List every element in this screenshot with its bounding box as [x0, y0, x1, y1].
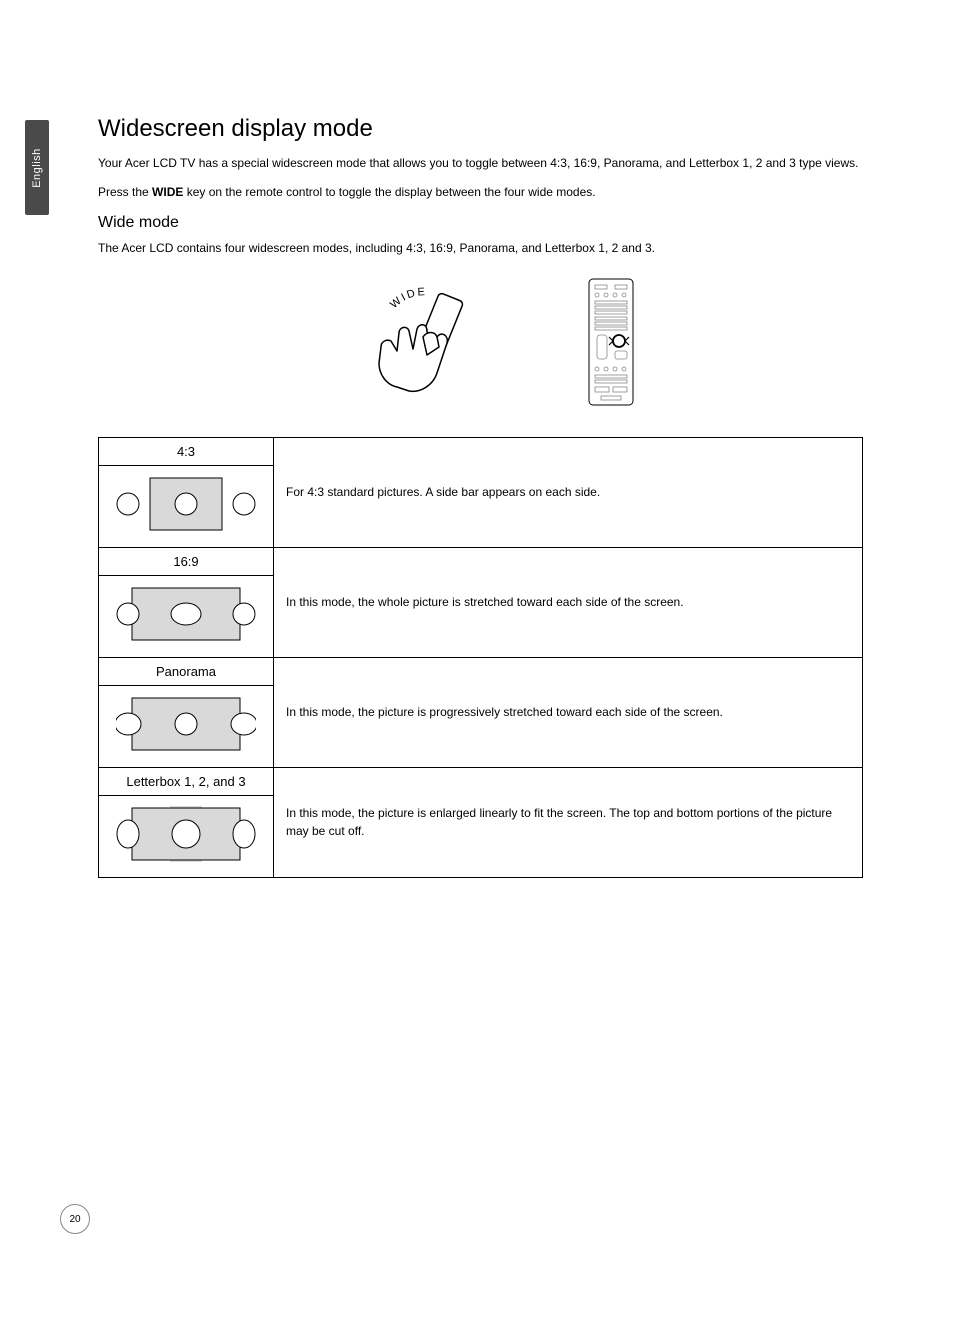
illustration-row: WIDE [98, 277, 863, 407]
hand-remote-icon: WIDE [327, 277, 507, 407]
language-tab: English [25, 120, 49, 215]
page-title: Widescreen display mode [98, 115, 863, 143]
ratio-4-3-icon [116, 472, 256, 536]
main-content: Widescreen display mode Your Acer LCD TV… [98, 115, 863, 878]
wide-key-label: WIDE [152, 185, 183, 199]
intro-paragraph-2: Press the WIDE key on the remote control… [98, 184, 863, 201]
mode-name-panorama: Panorama [99, 658, 274, 686]
language-label: English [31, 148, 43, 188]
intro-paragraph-1: Your Acer LCD TV has a special widescree… [98, 155, 863, 172]
ratio-panorama-icon [116, 692, 256, 756]
section-subheading: Wide mode [98, 214, 863, 232]
remote-control-icon [587, 277, 635, 407]
mode-icon-cell-panorama [99, 686, 274, 768]
mode-icon-cell-4-3 [99, 466, 274, 548]
ratio-letterbox-icon [116, 802, 256, 866]
mode-icon-cell-16-9 [99, 576, 274, 658]
mode-name-letterbox: Letterbox 1, 2, and 3 [99, 768, 274, 796]
svg-text:WIDE: WIDE [388, 286, 427, 311]
subheading-text: The Acer LCD contains four widescreen mo… [98, 240, 863, 257]
wide-modes-table: 4:3 For 4:3 standard pictures. A side ba… [98, 437, 863, 878]
mode-desc-4-3: For 4:3 standard pictures. A side bar ap… [274, 438, 863, 548]
mode-desc-panorama: In this mode, the picture is progressive… [274, 658, 863, 768]
page-number-value: 20 [69, 1214, 80, 1225]
wide-arc-label: WIDE [388, 286, 427, 311]
mode-name-16-9: 16:9 [99, 548, 274, 576]
mode-desc-16-9: In this mode, the whole picture is stret… [274, 548, 863, 658]
mode-name-4-3: 4:3 [99, 438, 274, 466]
mode-icon-cell-letterbox [99, 796, 274, 878]
ratio-16-9-icon [116, 582, 256, 646]
intro2-post: key on the remote control to toggle the … [183, 185, 595, 199]
mode-desc-letterbox: In this mode, the picture is enlarged li… [274, 768, 863, 878]
intro2-pre: Press the [98, 185, 152, 199]
page-number: 20 [60, 1204, 90, 1234]
